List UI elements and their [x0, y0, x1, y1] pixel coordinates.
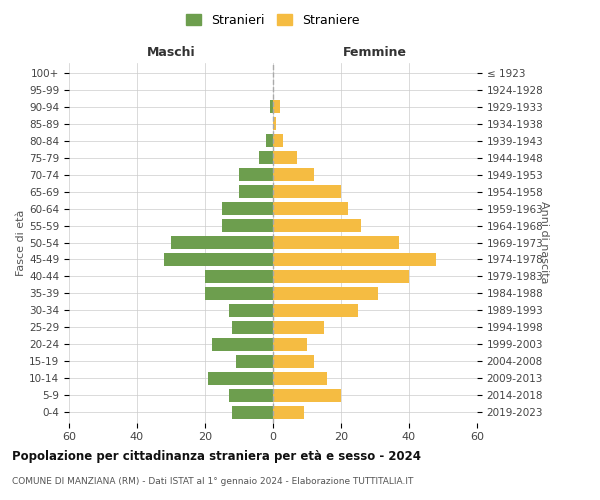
- Bar: [273, 321, 324, 334]
- Bar: [205, 287, 273, 300]
- Bar: [273, 168, 314, 181]
- Bar: [273, 151, 297, 164]
- Bar: [273, 118, 277, 130]
- Bar: [164, 253, 273, 266]
- Bar: [273, 287, 379, 300]
- Bar: [273, 219, 361, 232]
- Bar: [229, 304, 273, 317]
- Bar: [269, 100, 273, 113]
- Bar: [259, 151, 273, 164]
- Bar: [266, 134, 273, 147]
- Text: Maschi: Maschi: [146, 46, 196, 59]
- Bar: [239, 185, 273, 198]
- Legend: Stranieri, Straniere: Stranieri, Straniere: [181, 8, 365, 32]
- Bar: [273, 100, 280, 113]
- Bar: [273, 304, 358, 317]
- Bar: [212, 338, 273, 351]
- Bar: [273, 406, 304, 418]
- Bar: [232, 321, 273, 334]
- Bar: [229, 389, 273, 402]
- Bar: [171, 236, 273, 249]
- Y-axis label: Anni di nascita: Anni di nascita: [539, 201, 549, 284]
- Bar: [222, 219, 273, 232]
- Bar: [239, 168, 273, 181]
- Text: Femmine: Femmine: [343, 46, 407, 59]
- Bar: [208, 372, 273, 384]
- Bar: [205, 270, 273, 283]
- Bar: [273, 236, 399, 249]
- Bar: [273, 253, 436, 266]
- Bar: [273, 338, 307, 351]
- Bar: [273, 134, 283, 147]
- Y-axis label: Fasce di età: Fasce di età: [16, 210, 26, 276]
- Bar: [273, 372, 328, 384]
- Text: Popolazione per cittadinanza straniera per età e sesso - 2024: Popolazione per cittadinanza straniera p…: [12, 450, 421, 463]
- Bar: [236, 355, 273, 368]
- Bar: [273, 185, 341, 198]
- Bar: [273, 270, 409, 283]
- Bar: [273, 355, 314, 368]
- Text: COMUNE DI MANZIANA (RM) - Dati ISTAT al 1° gennaio 2024 - Elaborazione TUTTITALI: COMUNE DI MANZIANA (RM) - Dati ISTAT al …: [12, 478, 413, 486]
- Bar: [222, 202, 273, 215]
- Bar: [273, 389, 341, 402]
- Bar: [232, 406, 273, 418]
- Bar: [273, 202, 348, 215]
